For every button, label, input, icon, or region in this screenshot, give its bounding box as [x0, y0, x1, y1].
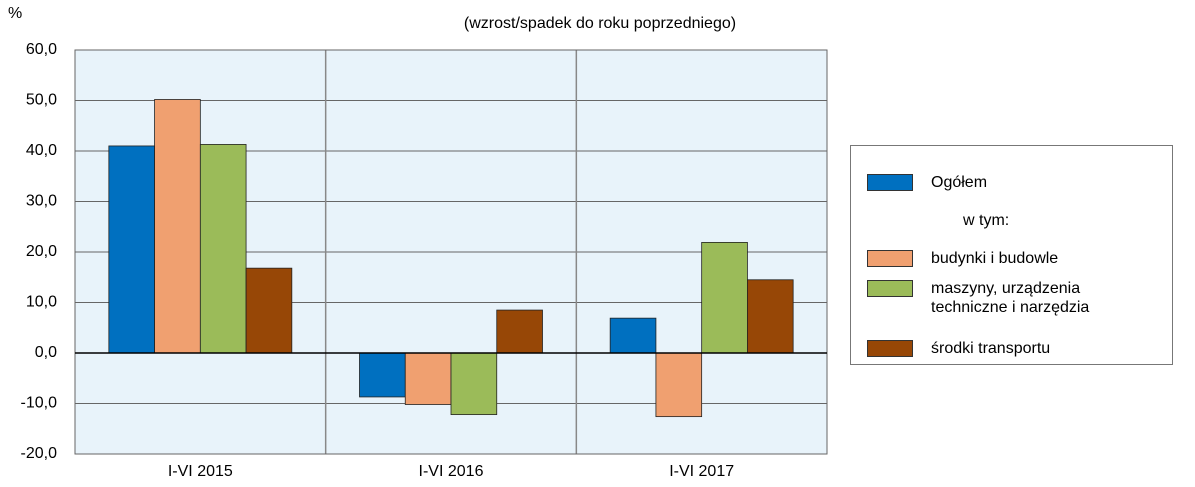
bar — [655, 352, 703, 418]
legend-entry: budynki i budowle — [867, 249, 1161, 268]
bar — [108, 145, 155, 354]
y-tick-label: 40,0 — [26, 142, 57, 159]
chart: % (wzrost/spadek do roku poprzedniego) -… — [8, 5, 828, 480]
x-tick-label: I-VI 2017 — [669, 463, 734, 480]
plot-border — [74, 49, 828, 455]
y-axis-label: % — [8, 5, 22, 22]
bar — [245, 267, 293, 354]
bar — [154, 99, 201, 354]
legend-entry: środki transportu — [867, 339, 1161, 358]
legend-swatch — [867, 250, 913, 267]
y-tick-label: 20,0 — [26, 243, 57, 260]
x-tick-label: I-VI 2015 — [168, 463, 233, 480]
legend-label: budynki i budowle — [931, 250, 1059, 267]
bar — [359, 352, 406, 398]
y-tick-label: -20,0 — [21, 445, 58, 462]
bar — [747, 279, 794, 354]
legend-entry: Ogółem — [867, 173, 1161, 192]
y-tick-label: 30,0 — [26, 193, 57, 210]
bar — [701, 242, 748, 354]
y-tick-label: 50,0 — [26, 92, 57, 109]
chart-subtitle: (wzrost/spadek do roku poprzedniego) — [464, 15, 736, 32]
x-tick-label: I-VI 2016 — [419, 463, 484, 480]
legend-swatch — [867, 174, 913, 191]
legend-swatch — [867, 340, 913, 357]
y-tick-label: 0,0 — [35, 344, 57, 361]
legend-label: maszyny, urządzenia techniczne i narzędz… — [931, 280, 1090, 316]
bar — [609, 317, 657, 354]
bar — [496, 309, 543, 354]
legend-note: w tym: — [963, 212, 1010, 229]
legend-label: Ogółem — [931, 174, 988, 191]
legend: Ogółem budynki i budowle maszyny, urządzen… — [850, 145, 1173, 365]
legend-entry: maszyny, urządzenia techniczne i narzędz… — [867, 279, 1131, 317]
y-tick-label: 10,0 — [26, 294, 57, 311]
legend-swatch — [867, 280, 913, 297]
legend-label: środki transportu — [931, 340, 1051, 357]
bar — [450, 352, 498, 416]
bar — [404, 352, 452, 405]
y-tick-label: -10,0 — [21, 395, 58, 412]
bar — [199, 144, 247, 354]
y-tick-label: 60,0 — [26, 41, 57, 58]
